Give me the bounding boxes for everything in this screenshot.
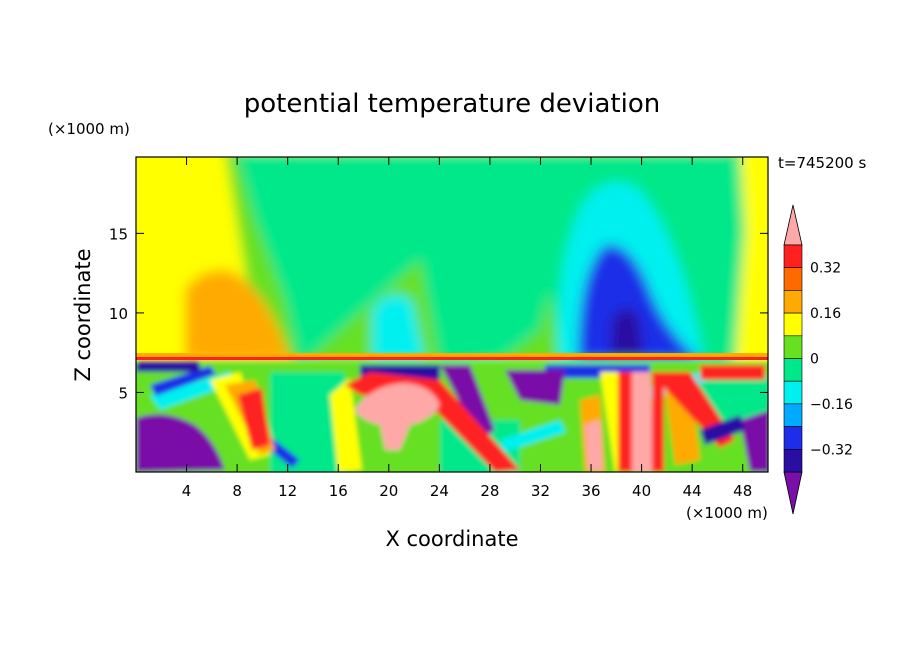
colorbar-swatch xyxy=(783,267,803,291)
x-tick-label: 40 xyxy=(632,482,651,500)
colorbar-swatch xyxy=(783,448,803,473)
x-tick-label: 20 xyxy=(379,482,398,500)
x-tick-label: 32 xyxy=(531,482,550,500)
colorbar-cap-top xyxy=(783,204,803,246)
orange-blob xyxy=(185,269,290,362)
y-tick-label: 15 xyxy=(109,225,128,243)
purple-streak-right xyxy=(505,370,565,405)
y-axis: 5 10 15 xyxy=(109,225,768,402)
y-tick-label: 10 xyxy=(109,305,128,323)
x-tick-label: 24 xyxy=(430,482,449,500)
colorbar-tick-label: 0.16 xyxy=(810,306,841,322)
colorbar-swatch xyxy=(783,380,803,405)
plot-area xyxy=(136,157,768,472)
x-tick-label: 8 xyxy=(232,482,242,500)
colorbar-tick-label: −0.16 xyxy=(810,397,853,413)
interface-band-red xyxy=(136,357,768,360)
y-axis-label: Z coordinate xyxy=(71,248,95,381)
orange-streaks xyxy=(225,380,700,472)
colorbar: 0.32 0.16 0 −0.16 −0.32 xyxy=(783,204,853,515)
navy-core xyxy=(610,308,645,360)
colorbar-tick-label: 0 xyxy=(810,352,819,368)
x-axis-label: X coordinate xyxy=(385,527,518,551)
navy-right-edge xyxy=(700,415,745,445)
colorbar-swatch xyxy=(783,290,803,314)
red-column-right xyxy=(618,372,664,472)
pink-blob-center xyxy=(355,383,440,450)
x-tick-label: 12 xyxy=(278,482,297,500)
purple-bottom-left xyxy=(136,414,225,472)
colorbar-swatch xyxy=(783,358,803,382)
lower-teal-field xyxy=(270,372,768,472)
x-tick-label: 16 xyxy=(329,482,348,500)
y-tick-label: 5 xyxy=(118,384,128,402)
x-tick-label: 36 xyxy=(581,482,600,500)
time-label: t=745200 s xyxy=(778,154,866,172)
chart-title: potential temperature deviation xyxy=(244,89,660,119)
cyan-patch-mid xyxy=(372,294,425,360)
colorbar-swatch xyxy=(783,426,803,450)
colorbar-swatch xyxy=(783,403,803,427)
colorbar-cap-bottom xyxy=(783,471,803,515)
purple-right-edge xyxy=(740,410,768,472)
colorbar-swatch xyxy=(783,312,803,337)
x-tick-label: 28 xyxy=(480,482,499,500)
x-tick-label: 4 xyxy=(182,482,192,500)
x-axis: 4 8 12 16 20 24 28 32 36 40 44 48 xyxy=(182,157,752,500)
teal-region-left xyxy=(237,157,560,365)
colorbar-swatch xyxy=(783,244,803,269)
plot-frame xyxy=(135,156,769,473)
lower-blue-streaks xyxy=(150,365,650,468)
purple-streak-mid xyxy=(440,365,495,440)
colorbar-tick-label: −0.32 xyxy=(810,442,853,458)
colorbar-tick-label: 0.32 xyxy=(810,261,841,277)
blue-plume xyxy=(578,244,700,360)
x-tick-label: 48 xyxy=(733,482,752,500)
interface-band xyxy=(136,353,768,357)
pink-columns-right xyxy=(585,372,655,472)
red-streaks xyxy=(238,365,765,472)
lower-cyan-streaks xyxy=(150,372,706,452)
x-unit-label: (×1000 m) xyxy=(686,504,768,522)
y-unit-label: (×1000 m) xyxy=(48,120,130,138)
colorbar-swatch xyxy=(783,335,803,359)
x-tick-label: 44 xyxy=(683,482,702,500)
